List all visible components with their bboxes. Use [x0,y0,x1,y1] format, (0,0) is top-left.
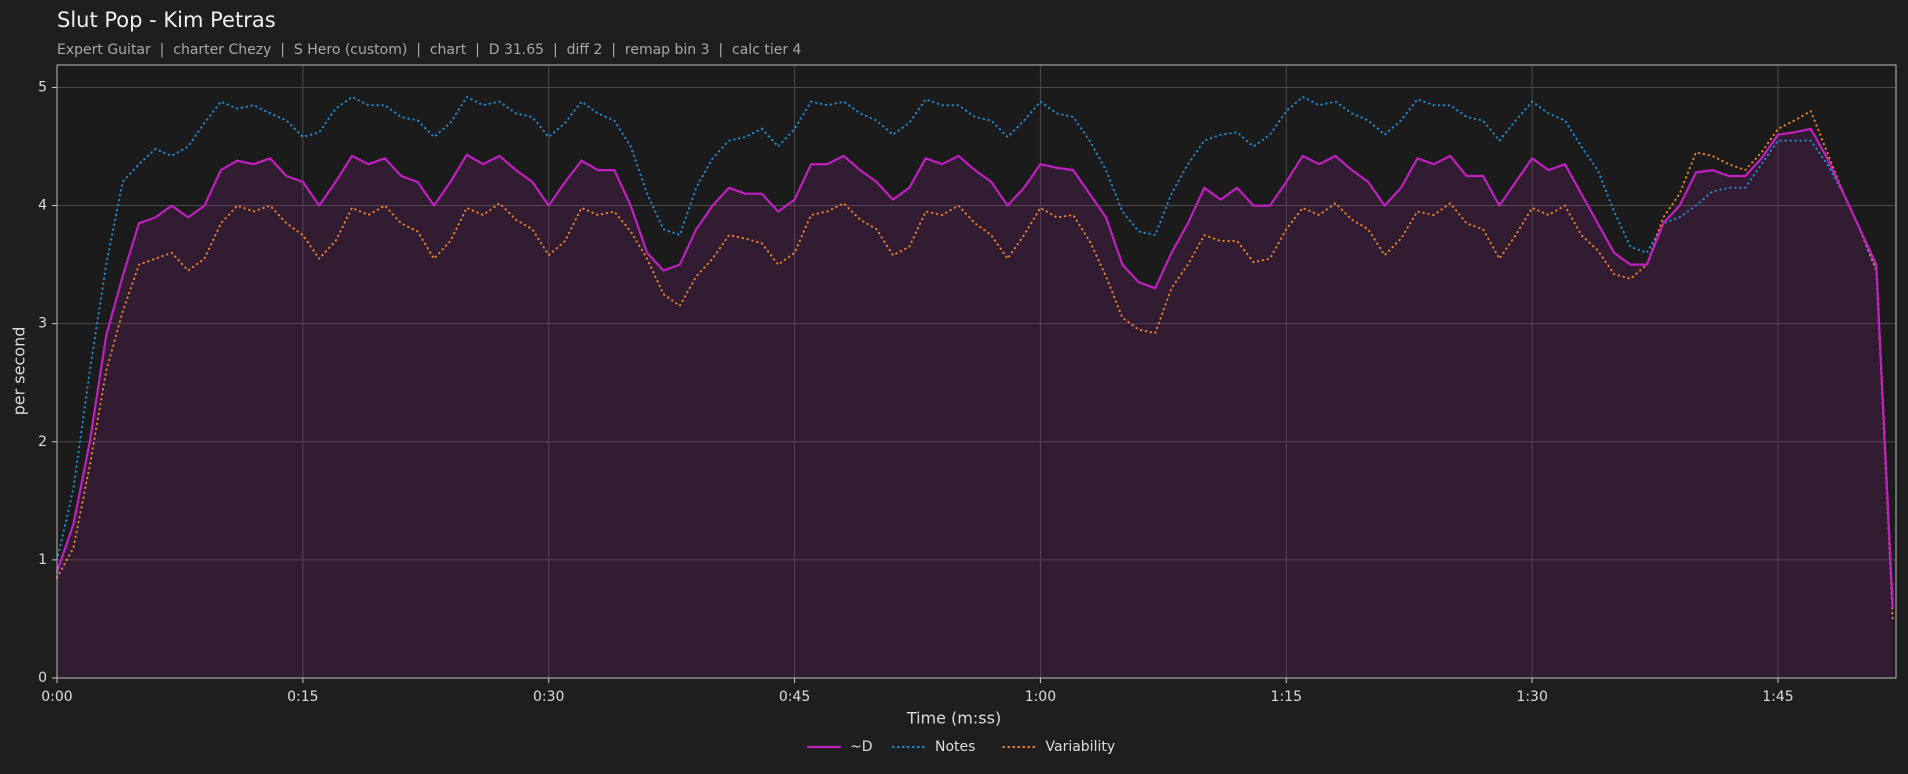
x-tick-label: 1:15 [1271,689,1302,705]
chart-title: Slut Pop - Kim Petras [57,8,276,32]
legend-label: ~D [850,739,873,755]
y-tick-label: 0 [38,670,47,686]
plot-area [57,65,1896,678]
y-tick-label: 3 [38,316,47,332]
x-tick-label: 1:45 [1762,689,1793,705]
series-line [55,127,1894,609]
x-axis-label: Time (m:ss) [906,709,1001,728]
y-tick-label: 5 [38,79,47,95]
series-line [56,110,1894,620]
series-line [56,95,1894,609]
x-tick-label: 0:45 [779,689,810,705]
x-tick-label: 1:00 [1025,689,1056,705]
x-tick-label: 0:15 [287,689,318,705]
legend-label: Notes [935,739,975,755]
area [57,128,1893,679]
chart-subtitle: Expert Guitar | charter Chezy | S Hero (… [57,42,802,58]
legend-label: Variability [1046,739,1116,755]
plot-frame [56,64,1897,679]
y-tick-label: 1 [38,552,47,568]
y-tick-label: 2 [38,434,47,450]
x-tick-label: 0:00 [41,689,72,705]
y-tick-label: 4 [38,198,47,214]
x-tick-label: 0:30 [533,689,564,705]
x-tick-label: 1:30 [1516,689,1547,705]
y-axis-label: per second [10,327,29,416]
